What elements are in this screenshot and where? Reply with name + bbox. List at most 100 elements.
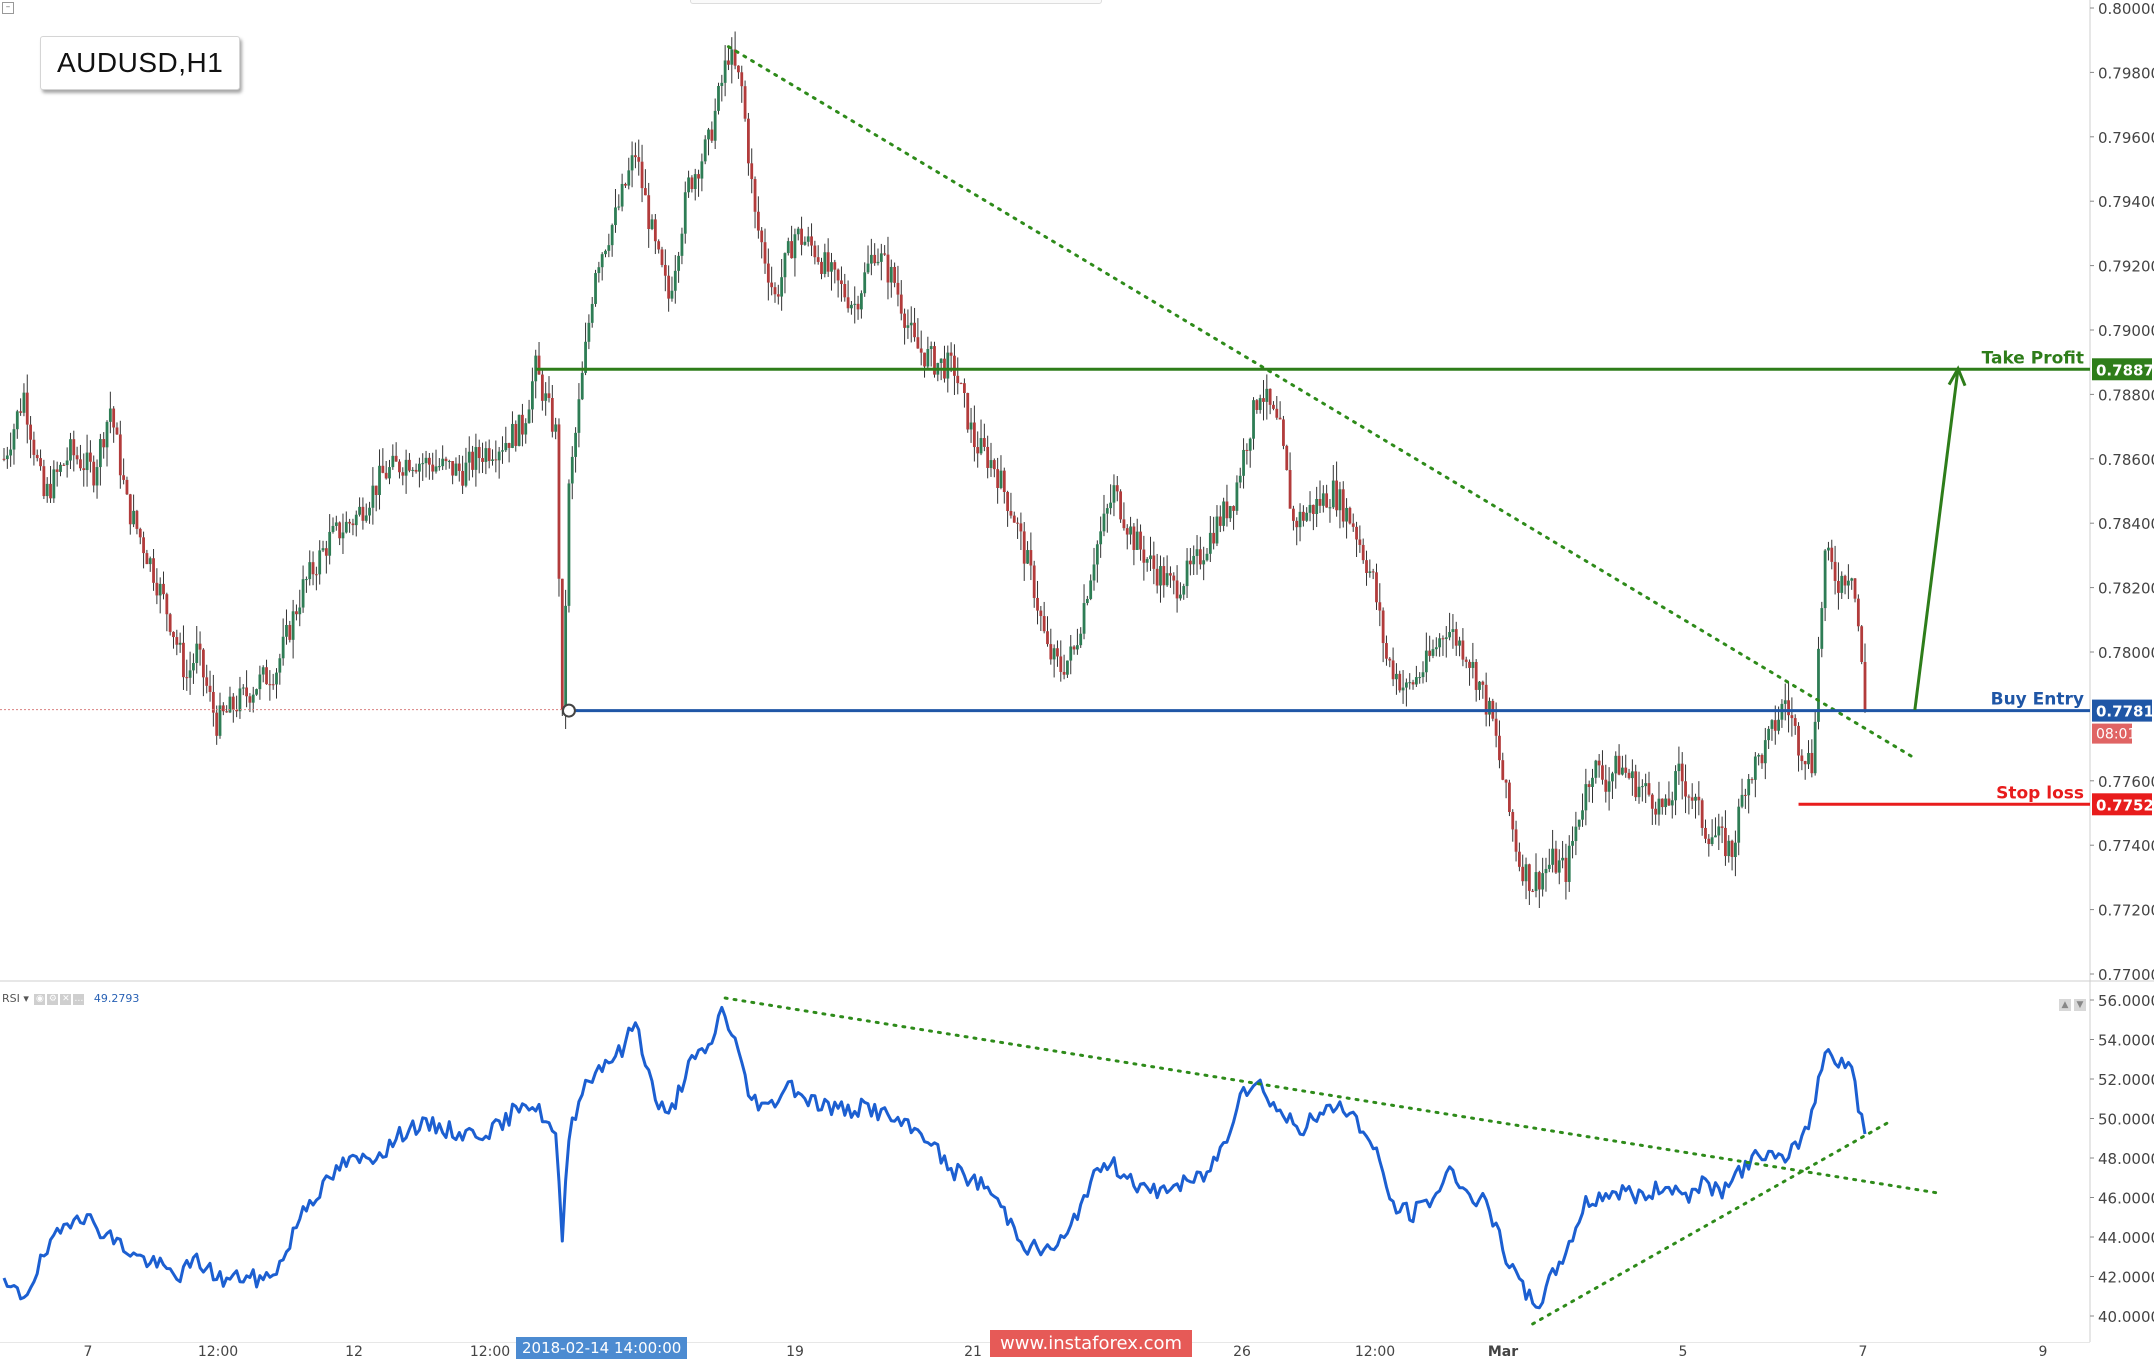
- candle: [2, 447, 6, 462]
- candle-body: [1687, 796, 1691, 798]
- candle-body: [790, 241, 794, 259]
- candle-body: [1654, 808, 1658, 815]
- candle-body: [288, 624, 292, 640]
- candle-body: [806, 236, 810, 242]
- candle-body: [1421, 672, 1425, 678]
- candle: [1006, 490, 1010, 527]
- candle: [195, 626, 199, 674]
- candle-body: [753, 179, 757, 212]
- move-up-icon[interactable]: ▲: [2059, 999, 2071, 1011]
- candle: [9, 432, 13, 467]
- candle-body: [208, 685, 212, 692]
- candle-body: [1813, 721, 1817, 774]
- candle: [673, 255, 677, 304]
- price-chart[interactable]: 0.80000 0.79800 0.79600 0.79400 0.79200 0.790…: [0, 0, 2154, 982]
- candle: [570, 446, 574, 500]
- candle-body: [707, 129, 710, 140]
- candle-body: [820, 261, 823, 274]
- candle-body: [118, 434, 122, 476]
- candle-body: [132, 510, 136, 525]
- candle-body: [913, 322, 916, 338]
- candle: [198, 631, 202, 666]
- candle-body: [1165, 573, 1169, 586]
- candle-body: [168, 614, 172, 632]
- candle-body: [1860, 626, 1864, 662]
- candle: [963, 378, 966, 408]
- candle-body: [1179, 594, 1182, 599]
- collapse-button[interactable]: –: [2, 2, 14, 14]
- time-tick-label: Mar: [1488, 1344, 1518, 1359]
- candle-body: [381, 465, 385, 473]
- candle: [614, 189, 617, 233]
- candle-body: [903, 313, 906, 328]
- close-icon[interactable]: ✕: [60, 993, 72, 1005]
- candle: [125, 476, 129, 496]
- candle: [853, 286, 857, 324]
- candle-body: [1016, 522, 1019, 524]
- candle-body: [1837, 580, 1840, 593]
- candle-body: [667, 275, 671, 299]
- candle-body: [145, 553, 149, 565]
- candle-body: [22, 392, 26, 413]
- candle-body: [1770, 720, 1774, 729]
- candle: [1205, 547, 1209, 562]
- candle: [1444, 626, 1448, 658]
- candle-body: [756, 211, 760, 231]
- candle: [1694, 793, 1697, 819]
- candle-body: [1830, 547, 1834, 562]
- candle: [481, 442, 484, 473]
- candle-body: [1019, 523, 1023, 532]
- candle: [1421, 661, 1425, 684]
- candle: [1451, 614, 1455, 649]
- candle-body: [1351, 523, 1355, 527]
- more-icon[interactable]: …: [73, 993, 85, 1005]
- candle-body: [2, 458, 6, 460]
- candle-body: [1418, 677, 1422, 679]
- candle-body: [1172, 575, 1176, 581]
- candle: [1830, 539, 1834, 570]
- rsi-dropdown-icon[interactable]: ▾: [23, 992, 29, 1005]
- candle: [524, 418, 528, 444]
- candle-body: [228, 696, 232, 713]
- candle-body: [627, 170, 631, 186]
- level-label: Buy Entry: [1991, 690, 2084, 710]
- candle: [1627, 768, 1631, 780]
- candle: [521, 403, 524, 447]
- candle: [886, 236, 890, 300]
- candle: [305, 576, 308, 593]
- candle-body: [424, 457, 428, 464]
- candle: [743, 80, 747, 122]
- candle: [1424, 632, 1428, 683]
- candle: [1827, 541, 1830, 561]
- candle: [1292, 505, 1295, 531]
- settings-icon[interactable]: ⚙: [47, 993, 59, 1005]
- candle-body: [185, 677, 189, 679]
- candle-body: [700, 161, 704, 179]
- candle-body: [1730, 840, 1734, 858]
- candle: [1179, 582, 1182, 601]
- candle: [1428, 635, 1432, 662]
- candle: [1820, 601, 1824, 658]
- candle: [128, 493, 132, 535]
- rsi-chart[interactable]: 56.0000 54.0000 52.0000 50.0000 48.0000 46.00…: [0, 982, 2154, 1342]
- candle-body: [1414, 677, 1418, 685]
- candle: [1597, 754, 1601, 778]
- candle-body: [1484, 684, 1488, 715]
- candle: [55, 461, 59, 487]
- candle-body: [108, 408, 112, 422]
- candle: [1710, 819, 1714, 847]
- candle: [813, 240, 817, 265]
- eye-icon[interactable]: ◉: [34, 993, 46, 1005]
- candle: [1790, 697, 1794, 737]
- candle-body: [1275, 408, 1279, 418]
- candle: [1856, 594, 1860, 632]
- candle-body: [178, 642, 182, 645]
- move-down-icon[interactable]: ▼: [2074, 999, 2086, 1011]
- candle-body: [1404, 682, 1408, 688]
- candle: [1481, 680, 1485, 699]
- candle-body: [1634, 771, 1638, 798]
- candle-body: [308, 562, 312, 580]
- candle: [185, 659, 189, 691]
- candle-body: [530, 381, 534, 410]
